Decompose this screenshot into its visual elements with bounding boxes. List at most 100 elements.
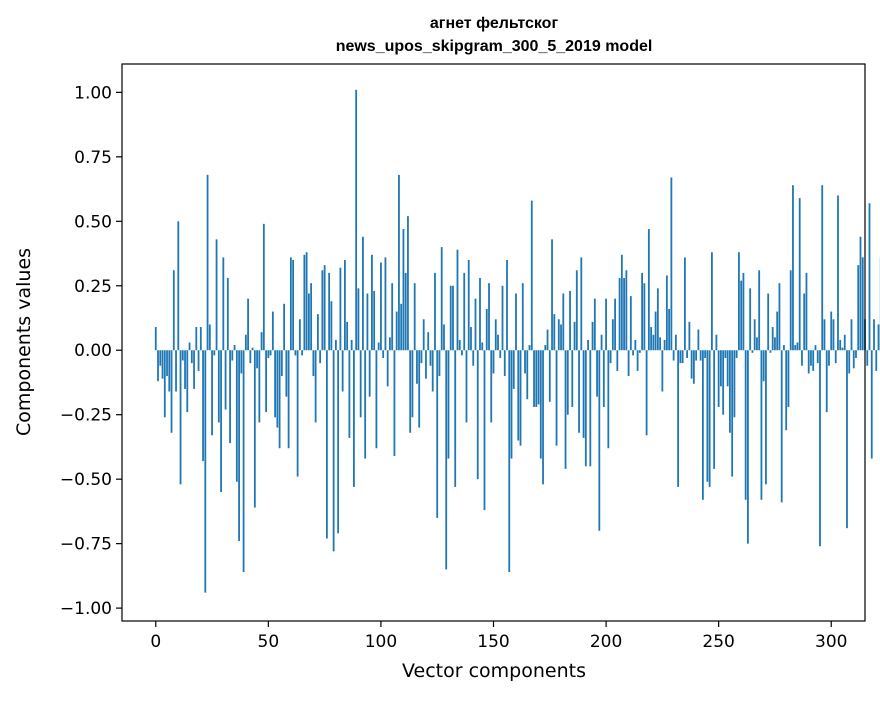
- bar: [468, 260, 470, 350]
- bar: [547, 330, 549, 351]
- bar: [337, 350, 339, 533]
- bar: [594, 299, 596, 351]
- bar: [486, 309, 488, 350]
- chart-title: агнет фельтског: [430, 15, 559, 32]
- bar: [788, 350, 790, 407]
- bar: [263, 224, 265, 350]
- bar: [605, 299, 607, 351]
- bar: [729, 350, 731, 433]
- bar: [186, 350, 188, 412]
- bar: [639, 350, 641, 353]
- bar: [657, 288, 659, 350]
- bar: [270, 350, 272, 355]
- bar: [274, 350, 276, 417]
- bar: [727, 350, 729, 386]
- bar: [661, 350, 663, 391]
- bar: [655, 312, 657, 351]
- bar: [711, 252, 713, 350]
- bar: [445, 350, 447, 569]
- bar: [592, 322, 594, 350]
- bar: [272, 312, 274, 351]
- bar: [301, 350, 303, 355]
- bar: [758, 270, 760, 350]
- bar: [794, 345, 796, 350]
- bar: [734, 350, 736, 417]
- bar: [540, 350, 542, 458]
- bar: [736, 350, 738, 358]
- bar: [330, 301, 332, 350]
- bar: [601, 335, 603, 350]
- bar: [596, 350, 598, 396]
- bar: [761, 350, 763, 500]
- bar: [267, 350, 269, 358]
- bar: [326, 350, 328, 538]
- bar: [664, 340, 666, 350]
- bar: [835, 350, 837, 363]
- bar: [216, 239, 218, 350]
- bar: [340, 268, 342, 351]
- bar: [817, 350, 819, 363]
- bar: [243, 350, 245, 572]
- bar: [533, 350, 535, 407]
- bar: [495, 319, 497, 350]
- bar: [808, 350, 810, 373]
- bar: [815, 345, 817, 350]
- bar: [425, 350, 427, 378]
- bar: [324, 265, 326, 350]
- bar: [772, 327, 774, 350]
- bar: [589, 350, 591, 466]
- bar: [396, 312, 398, 351]
- bar: [256, 350, 258, 368]
- bar: [333, 350, 335, 551]
- x-tick-label: 100: [365, 632, 397, 652]
- bar: [360, 350, 362, 417]
- bar: [634, 340, 636, 350]
- bar: [353, 350, 355, 487]
- bar: [400, 304, 402, 350]
- bar: [571, 350, 573, 407]
- bar: [439, 350, 441, 376]
- bar: [765, 350, 767, 484]
- bar: [450, 286, 452, 350]
- bar: [673, 350, 675, 360]
- bar: [607, 350, 609, 448]
- bar: [441, 247, 443, 350]
- bar: [830, 312, 832, 351]
- bar: [387, 350, 389, 386]
- bar: [423, 319, 425, 350]
- bar: [770, 350, 772, 353]
- bar: [443, 324, 445, 350]
- bar: [646, 350, 648, 435]
- bar: [576, 270, 578, 350]
- bar: [713, 350, 715, 469]
- bar: [691, 350, 693, 378]
- bar: [513, 350, 515, 389]
- bar: [204, 350, 206, 592]
- bar: [688, 322, 690, 350]
- bar: [844, 335, 846, 350]
- bar: [785, 350, 787, 430]
- bar: [797, 343, 799, 351]
- bar: [614, 299, 616, 351]
- bar: [209, 324, 211, 350]
- bar: [598, 350, 600, 531]
- bar: [853, 350, 855, 368]
- bar: [344, 260, 346, 350]
- bar: [720, 350, 722, 386]
- bar: [378, 343, 380, 351]
- bar: [258, 350, 260, 422]
- bar: [382, 350, 384, 358]
- bar: [524, 350, 526, 373]
- bar: [718, 350, 720, 407]
- bar: [414, 283, 416, 350]
- bar: [315, 350, 317, 422]
- bar: [371, 255, 373, 350]
- bar: [202, 350, 204, 461]
- bar: [833, 319, 835, 350]
- y-tick-label: −0.50: [60, 470, 112, 490]
- bar: [544, 345, 546, 350]
- bar: [175, 350, 177, 391]
- bar: [252, 348, 254, 351]
- bar: [754, 319, 756, 350]
